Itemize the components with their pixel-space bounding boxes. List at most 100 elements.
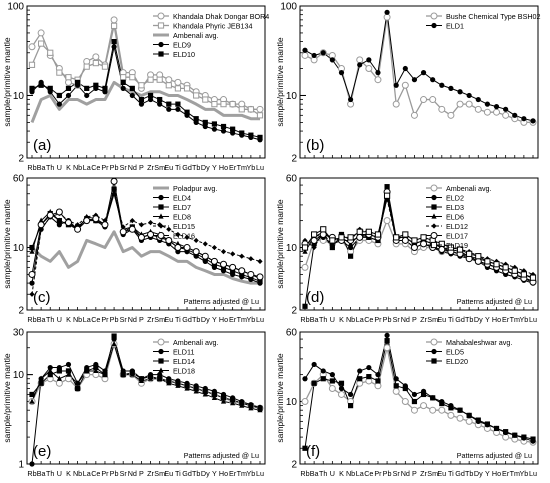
legend-label: ELD16 [173,232,195,241]
y-tick-label: 100 [7,2,24,13]
marker-open-circle [83,217,91,225]
marker-filled-circle [357,368,363,374]
marker-filled-circle [302,47,308,53]
marker-filled-circle [29,280,35,286]
y-axis-label: sample/primitive mantle [2,353,12,443]
marker-filled-square [175,101,181,107]
marker-filled-circle [320,50,326,56]
x-tick-label: Tb [192,469,200,478]
marker-filled-circle [431,194,437,201]
marker-filled-square [257,278,263,284]
marker-open-square [502,264,509,271]
x-tick-label: Sr [393,469,401,478]
x-tick-label: Rb [27,163,36,172]
marker-filled-circle [493,104,500,110]
marker-open-circle [157,232,165,239]
marker-filled-circle [521,116,527,122]
marker-filled-square [311,380,317,386]
marker-open-circle [410,244,418,252]
legend-label: ELD2 [446,194,464,203]
marker-filled-square [348,253,354,259]
marker-open-circle [438,105,446,113]
x-tick-label: Tm [510,469,520,478]
marker-open-circle [447,111,455,119]
marker-filled-diamond [120,224,126,230]
marker-filled-square [220,123,227,130]
marker-open-square [430,241,438,249]
x-tick-label: Tm [237,315,247,324]
marker-filled-diamond [147,220,154,226]
marker-filled-circle [338,385,345,392]
marker-open-circle [420,402,428,410]
marker-filled-circle [111,44,117,50]
marker-filled-square [157,96,163,103]
panel-note: Patterns adjusted @ Lu [457,451,532,460]
marker-filled-triangle [138,377,145,384]
marker-filled-diamond [211,244,217,251]
marker-filled-square [431,358,437,364]
x-tick-label: Sm [427,469,438,478]
x-tick-label: Tm [510,315,520,324]
x-tick-label: Nb [346,469,355,478]
legend-label: ELD15 [173,222,195,231]
marker-filled-square [475,417,481,423]
x-tick-label: Ti [448,469,454,478]
x-tick-label: Pb [383,469,392,478]
x-tick-label: Pr [101,163,109,172]
series-line [304,186,534,307]
marker-open-square [411,237,418,244]
panel-label: (a) [33,137,51,154]
legend-label: ELD11 [173,348,194,357]
y-tick-label: 30 [13,328,25,339]
x-tick-label: Gd [182,315,192,324]
x-tick-label: Eu [164,315,173,324]
marker-open-circle [410,406,418,414]
x-tick-label: La [83,469,91,478]
marker-open-circle [310,236,318,244]
marker-filled-square [65,85,72,91]
marker-filled-circle [157,372,163,378]
legend-label: Mahabaleshwar avg. [446,338,512,347]
x-tick-label: Zr [147,469,154,478]
marker-open-square [329,237,336,244]
marker-filled-circle [384,332,390,338]
plot-frame [299,331,539,465]
x-tick-label: Tb [465,469,473,478]
marker-filled-triangle [147,375,154,381]
series-line [30,230,260,285]
marker-open-circle [301,398,309,406]
marker-filled-diamond [175,231,181,238]
marker-open-circle [337,390,345,398]
panel-6: 2 10 60 Rb Ba Th U K Nb La Ce Pr Pb Sr Nd P Zr Sm Eu Ti Gd Tb… [275,328,539,478]
marker-filled-triangle [157,375,163,381]
marker-filled-square [402,385,408,392]
x-tick-label: U [57,469,62,478]
marker-filled-square [202,388,208,394]
marker-filled-circle [338,70,345,76]
x-tick-label: Nb [73,469,82,478]
marker-filled-circle [158,348,164,355]
marker-open-circle [37,29,45,37]
marker-filled-circle [475,96,481,103]
marker-open-square [220,101,227,108]
y-tick-label: 100 [280,2,297,13]
marker-filled-triangle [102,371,108,377]
marker-filled-diamond [184,234,190,240]
marker-filled-diamond [530,271,536,278]
marker-open-square [484,258,491,265]
marker-filled-square [120,79,126,85]
marker-filled-circle [348,244,354,251]
x-tick-label: Yb [246,315,255,324]
x-tick-label: Ba [37,469,46,478]
marker-filled-square [320,376,326,382]
marker-open-square [157,22,165,29]
marker-filled-circle [420,70,427,76]
plot-frame [26,177,266,311]
marker-open-circle [128,225,136,233]
x-tick-label: Nb [73,163,82,172]
x-tick-label: Ho [219,469,228,478]
marker-filled-square [302,445,308,451]
x-tick-label: Y [212,163,217,172]
marker-open-circle [365,65,373,73]
marker-filled-circle [431,348,437,355]
